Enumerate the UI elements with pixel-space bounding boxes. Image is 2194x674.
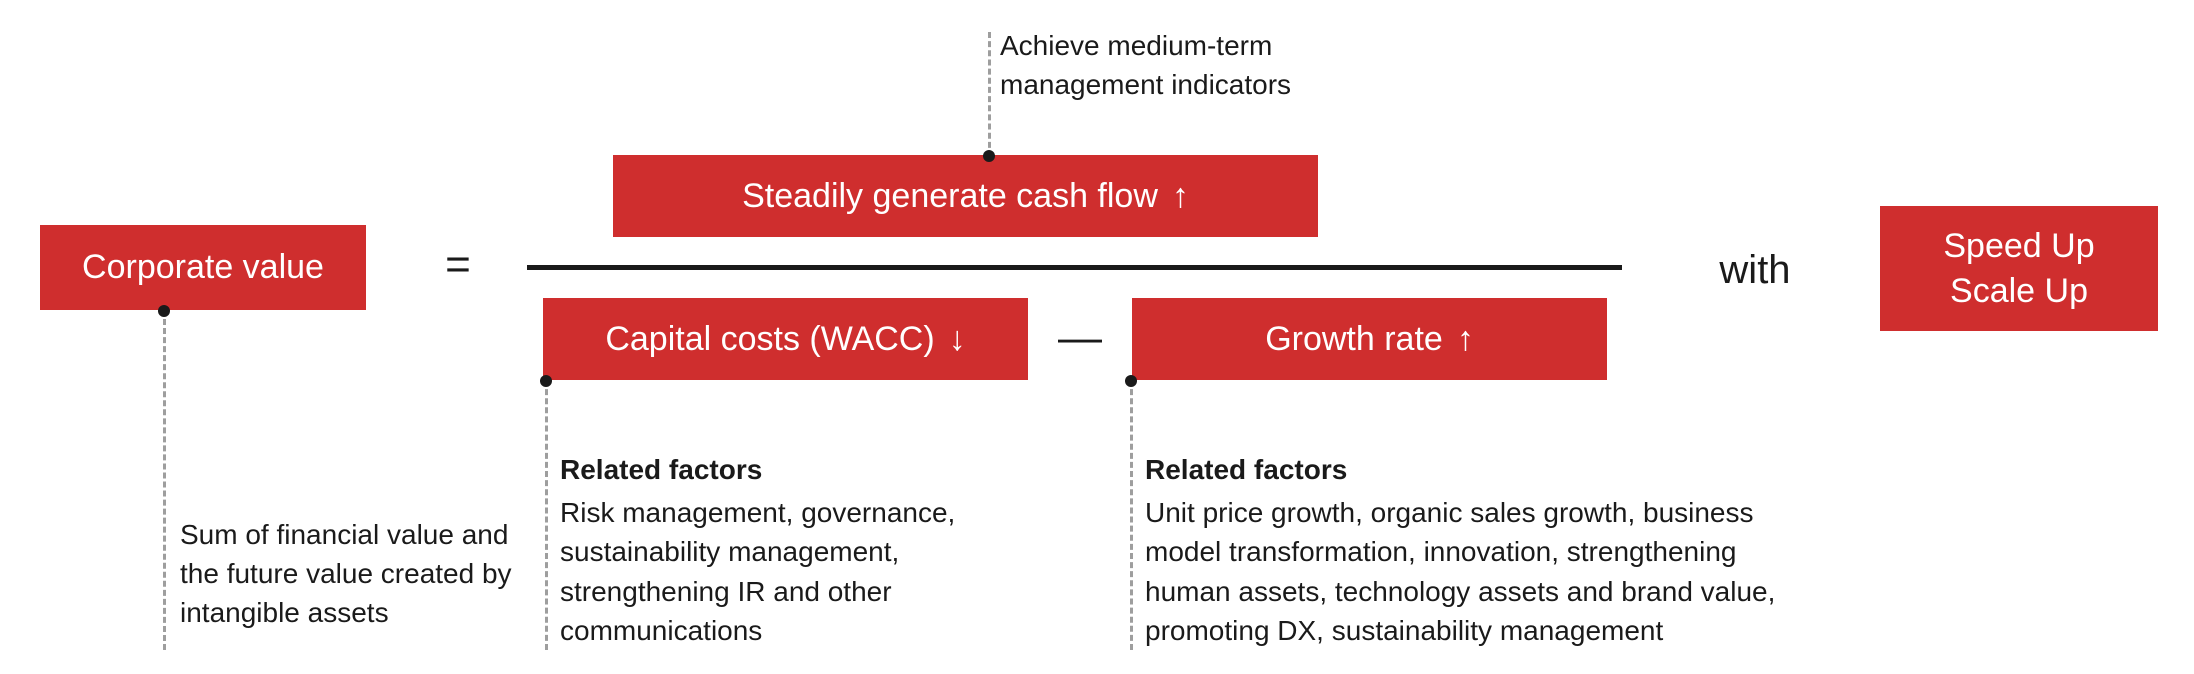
equals-sign: = [423,235,493,295]
with-text: with [1705,240,1805,300]
callout-corporate: Sum of financial value and the future va… [180,515,550,633]
wacc-box: Capital costs (WACC) ↓ [543,298,1028,380]
callout-wacc: Related factors Risk management, governa… [560,450,990,650]
dash-growth [1130,380,1133,650]
speedup-line1: Speed Up [1943,224,2094,268]
speedup-line2: Scale Up [1950,269,2088,313]
fraction-bar [527,265,1622,270]
callout-growth-title: Related factors [1145,450,1795,489]
callout-wacc-title: Related factors [560,450,990,489]
equals-sign-text: = [445,240,471,290]
dot-growth [1125,375,1137,387]
corporate-value-box: Corporate value [40,225,366,310]
dot-cashflow [983,150,995,162]
cashflow-label: Steadily generate cash flow [742,177,1158,216]
callout-growth-body: Unit price growth, organic sales growth,… [1145,493,1795,650]
dash-cashflow [988,32,991,157]
callout-corporate-body: Sum of financial value and the future va… [180,515,550,633]
callout-cashflow-body: Achieve medium-term management indicator… [1000,26,1380,104]
corporate-value-label: Corporate value [82,248,324,287]
cashflow-box: Steadily generate cash flow ↑ [613,155,1318,237]
with-label: with [1719,248,1790,293]
dot-corporate [158,305,170,317]
dot-wacc [540,375,552,387]
dash-corporate [163,310,166,650]
arrow-up-icon: ↑ [1172,177,1189,216]
callout-cashflow-top: Achieve medium-term management indicator… [1000,26,1380,104]
minus-sign-text: — [1058,313,1102,363]
callout-wacc-body: Risk management, governance, sustainabil… [560,493,990,650]
arrow-up-icon: ↑ [1457,320,1474,359]
minus-sign: — [1050,308,1110,368]
arrow-down-icon: ↓ [949,320,966,359]
growth-box: Growth rate ↑ [1132,298,1607,380]
wacc-label: Capital costs (WACC) [605,320,934,359]
callout-growth: Related factors Unit price growth, organ… [1145,450,1795,650]
speedup-box: Speed Up Scale Up [1880,206,2158,331]
growth-label: Growth rate [1265,320,1443,359]
